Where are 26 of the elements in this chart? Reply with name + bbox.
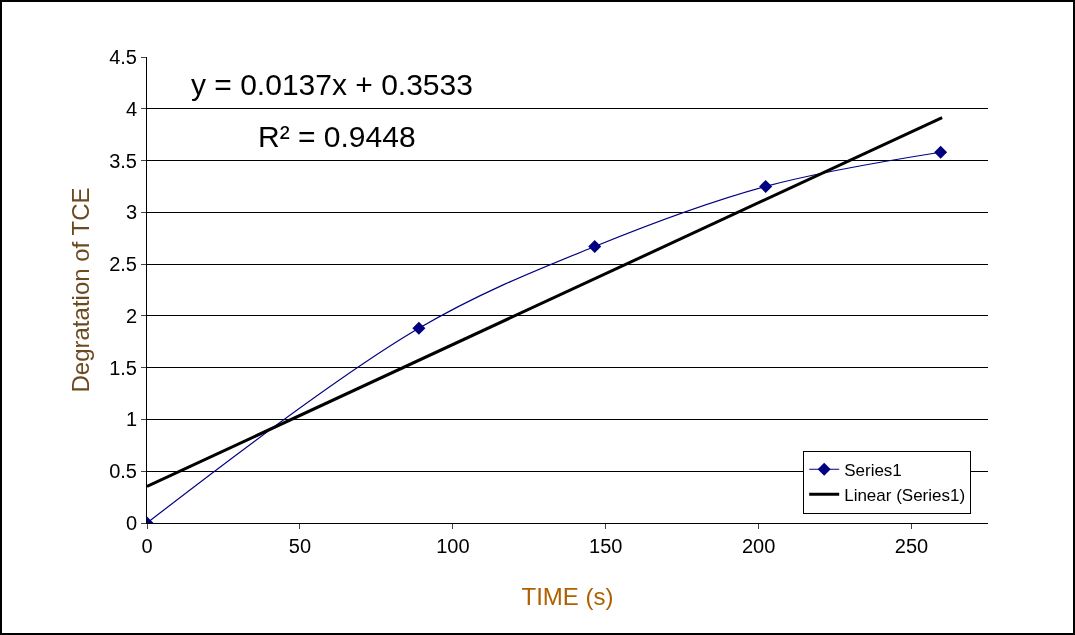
y-tick-label: 1.5 xyxy=(109,356,137,379)
y-tick-label: 2 xyxy=(125,304,137,327)
y-tick-label: 2.5 xyxy=(109,253,137,276)
legend-label: Linear (Series1) xyxy=(844,485,966,505)
x-tick-label: 150 xyxy=(589,535,623,557)
x-tick-label: 100 xyxy=(436,535,470,557)
y-tick-label: 0 xyxy=(125,512,137,534)
y-axis-title: Degratation of TCE xyxy=(67,187,94,393)
x-tick-label: 250 xyxy=(894,535,929,557)
y-tick-label: 0.5 xyxy=(109,460,137,483)
x-tick-label: 50 xyxy=(288,535,312,557)
y-tick-label: 4.5 xyxy=(109,46,137,68)
x-tick-label: 0 xyxy=(141,535,153,557)
annotation: y = 0.0137x + 0.3533 xyxy=(191,68,473,101)
point xyxy=(759,179,773,193)
y-tick-label: 3 xyxy=(125,201,137,224)
legend-label: Series1 xyxy=(844,460,902,480)
x-axis-title: TIME (s) xyxy=(521,583,614,610)
point xyxy=(412,321,426,335)
annotation: R² = 0.9448 xyxy=(258,120,416,153)
x-tick-label: 200 xyxy=(741,535,776,557)
y-tick-label: 1 xyxy=(125,408,137,431)
point xyxy=(588,240,602,254)
y-tick-label: 3.5 xyxy=(109,149,137,172)
point xyxy=(934,145,948,159)
y-tick-label: 4 xyxy=(125,97,137,120)
